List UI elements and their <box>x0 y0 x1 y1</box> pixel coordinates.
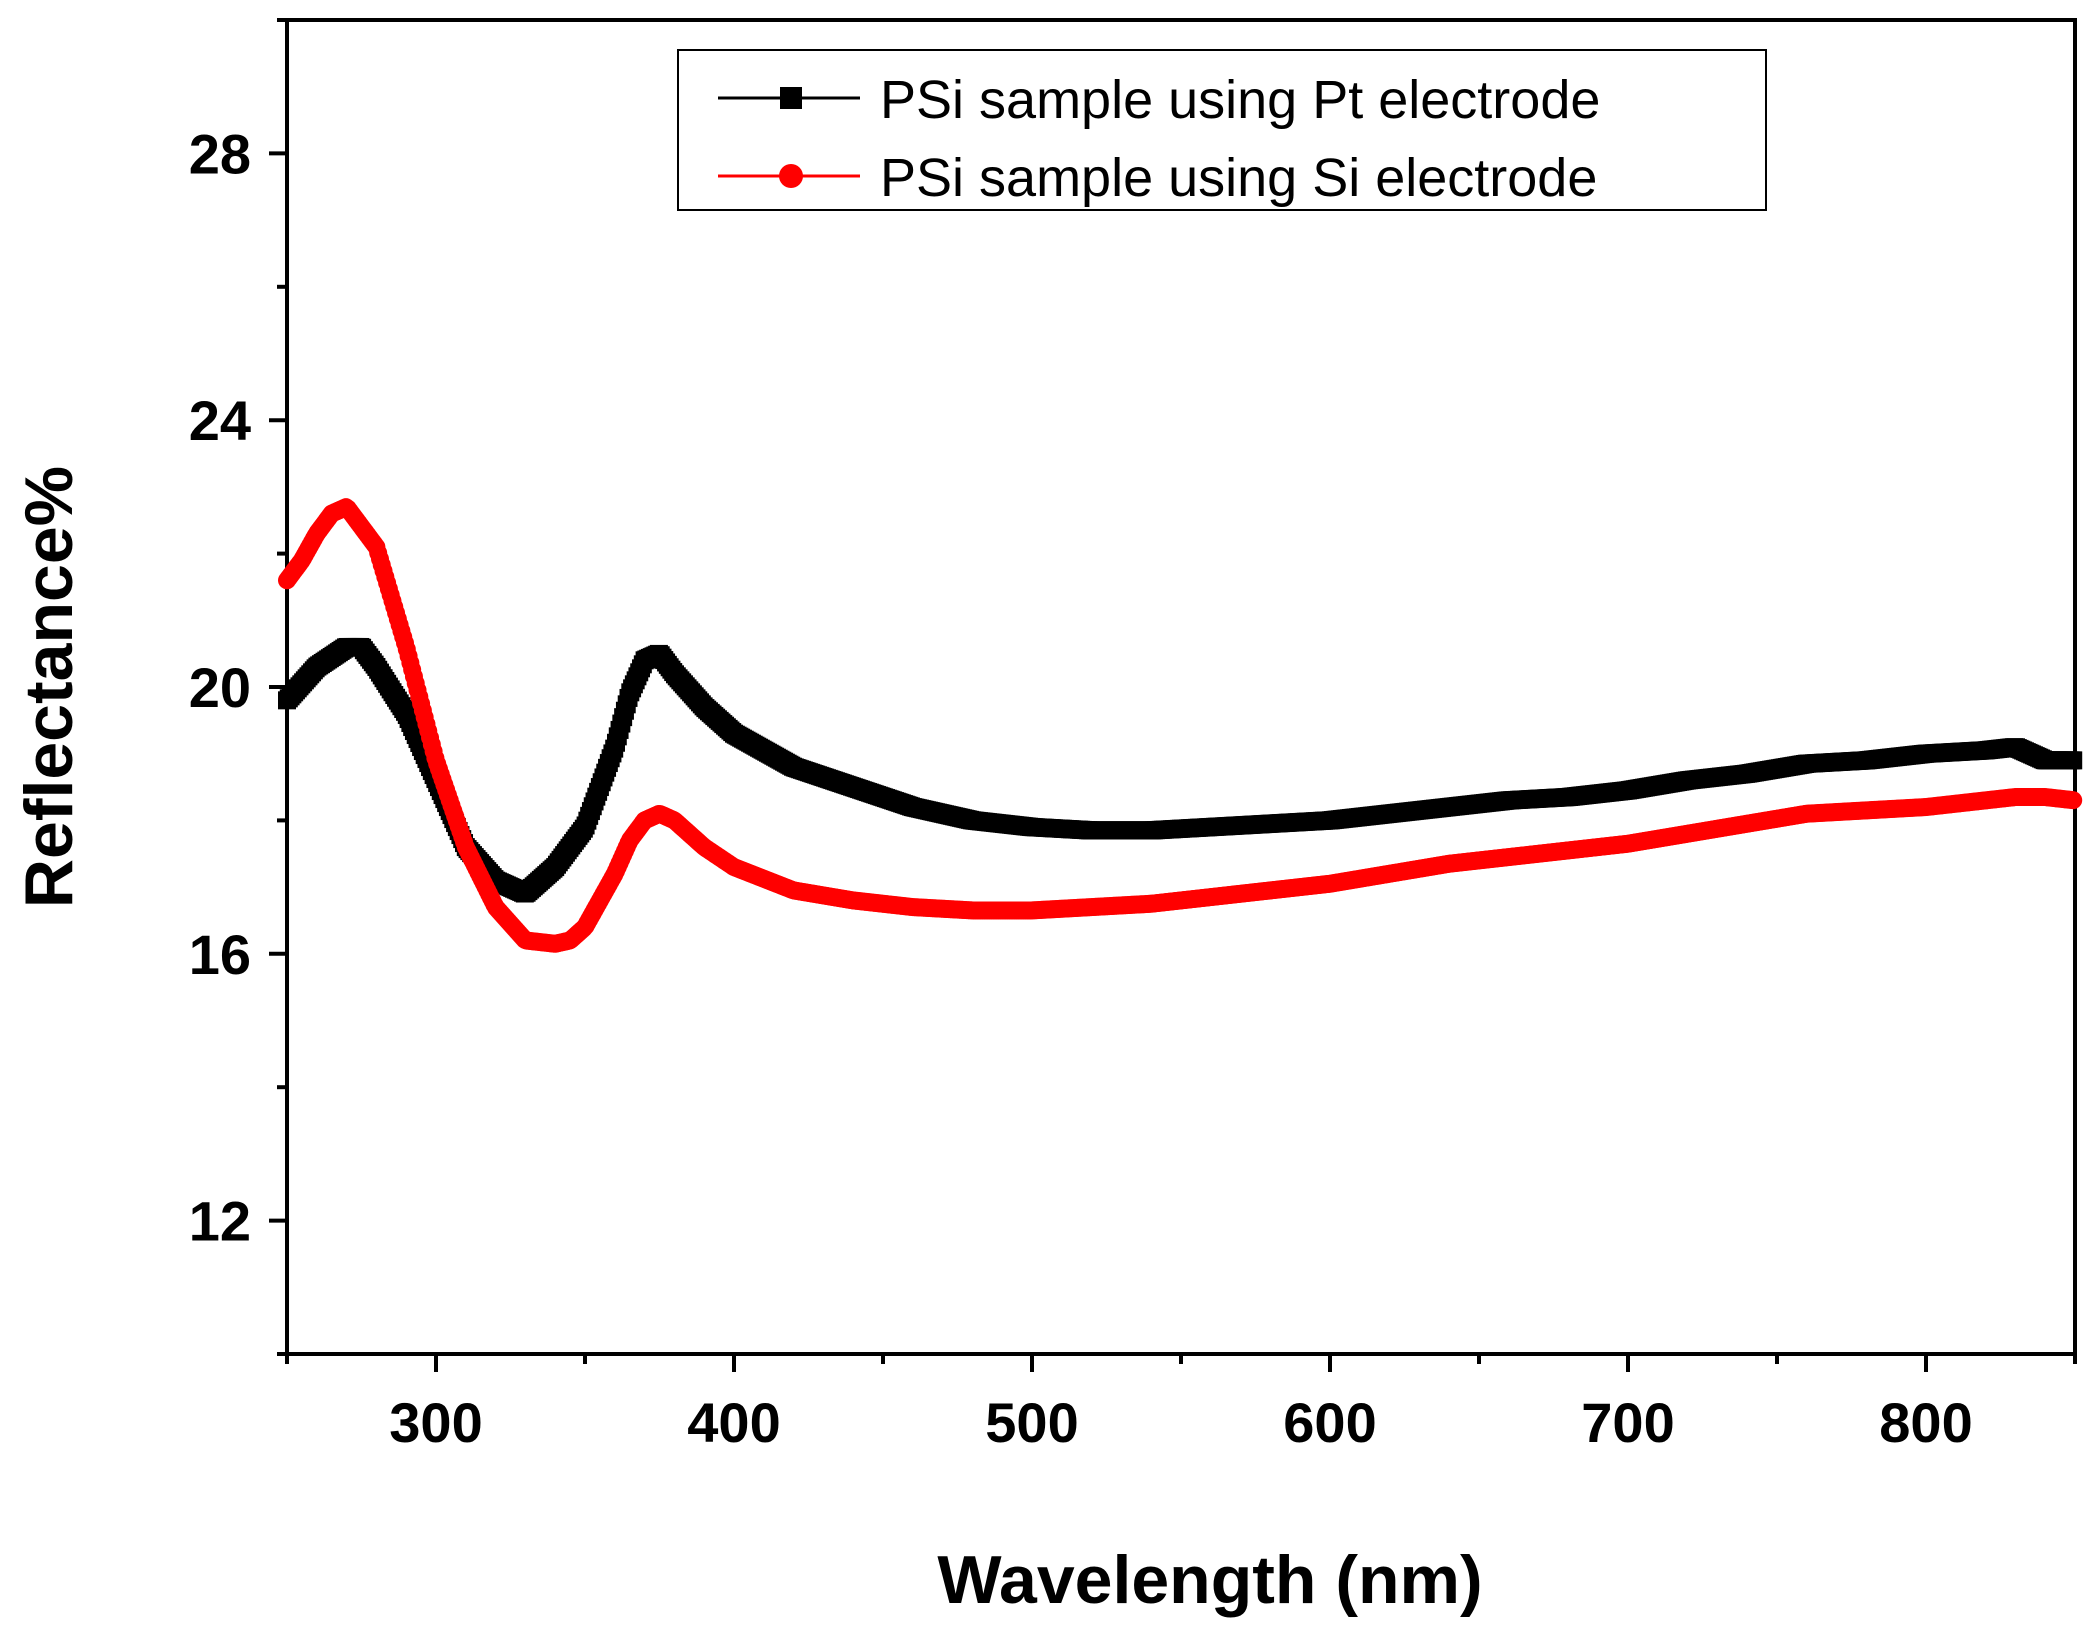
x-axis-title: Wavelength (nm) <box>937 1542 1482 1618</box>
x-axis: 300 400 500 600 700 800 <box>285 1354 2077 1454</box>
legend-marker-circle <box>779 164 803 188</box>
y-axis-title: Reflectance% <box>11 466 87 908</box>
y-tick-label: 16 <box>189 923 251 986</box>
legend-marker-square <box>780 87 802 109</box>
series-layer <box>278 498 2083 953</box>
y-tick-label: 20 <box>189 656 251 719</box>
legend-entry-pt: PSi sample using Pt electrode <box>718 70 1600 130</box>
plot-frame <box>285 18 2077 1356</box>
y-axis: 12 16 20 24 28 <box>189 18 287 1356</box>
x-tick-label: 400 <box>687 1391 780 1454</box>
data-point <box>2064 751 2083 770</box>
y-tick-label: 12 <box>189 1190 251 1253</box>
plot-area: 300 400 500 600 700 800 12 16 20 24 28 <box>189 18 2083 1454</box>
y-tick-label: 28 <box>189 122 251 185</box>
legend-entry-si: PSi sample using Si electrode <box>718 148 1597 208</box>
x-tick-label: 300 <box>389 1391 482 1454</box>
legend-label-si: PSi sample using Si electrode <box>880 148 1597 208</box>
legend-box <box>677 49 1767 211</box>
x-tick-label: 800 <box>1879 1391 1972 1454</box>
legend-label-pt: PSi sample using Pt electrode <box>880 70 1600 130</box>
series-pt <box>278 637 2083 903</box>
legend: PSi sample using Pt electrode PSi sample… <box>677 49 1767 211</box>
y-tick-label: 24 <box>189 389 251 452</box>
x-tick-label: 600 <box>1283 1391 1376 1454</box>
series-si <box>278 498 2083 953</box>
data-point <box>2064 791 2083 810</box>
x-tick-label: 700 <box>1581 1391 1674 1454</box>
x-tick-label: 500 <box>985 1391 1078 1454</box>
